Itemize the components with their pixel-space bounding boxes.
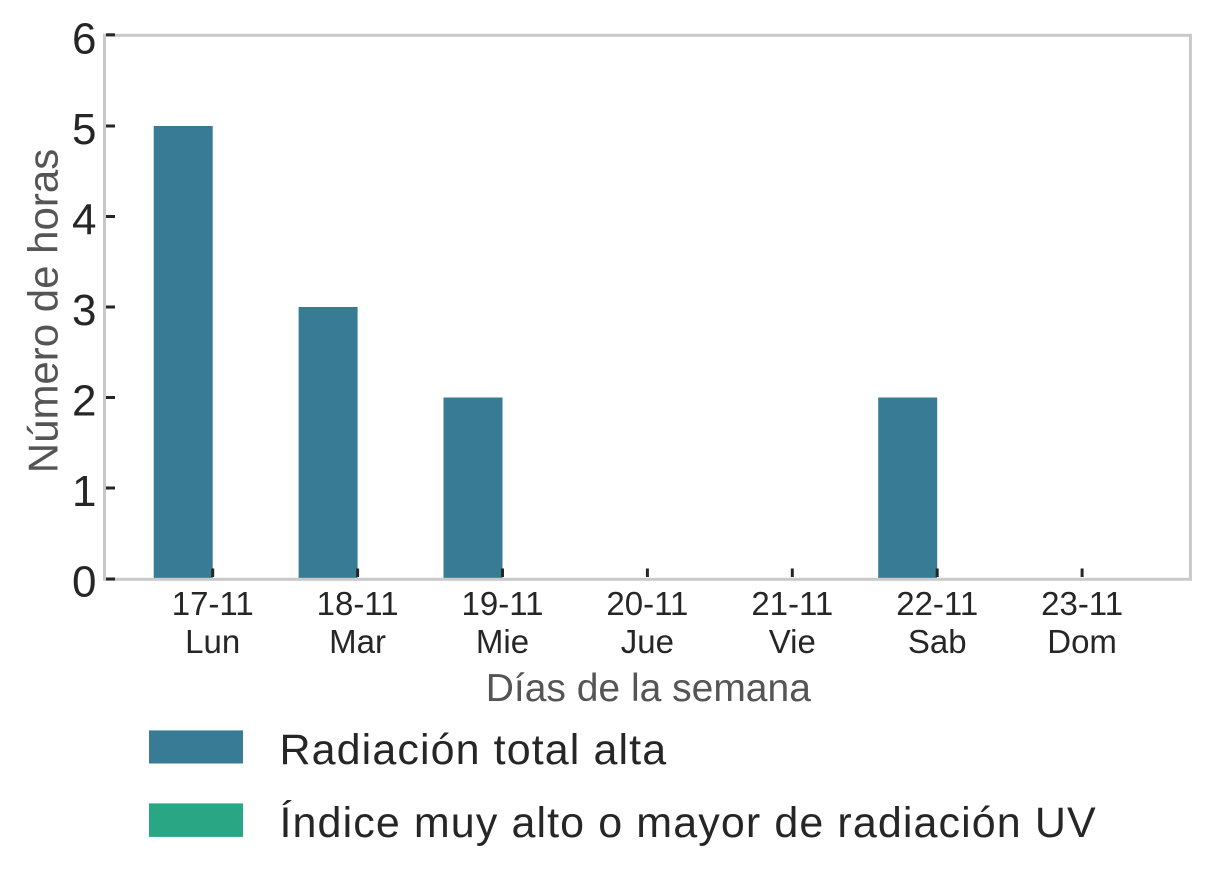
svg-text:Radiación total alta: Radiación total alta bbox=[280, 726, 668, 774]
svg-text:Mie: Mie bbox=[476, 623, 529, 660]
svg-text:19-11: 19-11 bbox=[462, 585, 544, 622]
svg-text:3: 3 bbox=[72, 286, 96, 335]
svg-text:17-11: 17-11 bbox=[172, 585, 254, 622]
svg-text:Dom: Dom bbox=[1047, 623, 1117, 660]
svg-text:18-11: 18-11 bbox=[317, 585, 399, 622]
svg-text:Vie: Vie bbox=[769, 623, 816, 660]
svg-text:2: 2 bbox=[72, 377, 96, 426]
svg-text:20-11: 20-11 bbox=[606, 585, 688, 622]
svg-text:Sab: Sab bbox=[908, 623, 967, 660]
svg-text:23-11: 23-11 bbox=[1041, 585, 1123, 622]
svg-text:4: 4 bbox=[72, 196, 96, 245]
svg-text:5: 5 bbox=[72, 105, 96, 154]
svg-text:Índice muy alto o mayor de rad: Índice muy alto o mayor de radiación UV bbox=[280, 799, 1097, 847]
svg-text:22-11: 22-11 bbox=[896, 585, 978, 622]
svg-text:Días de la semana: Días de la semana bbox=[486, 667, 811, 710]
svg-text:0: 0 bbox=[72, 558, 96, 607]
svg-text:21-11: 21-11 bbox=[751, 585, 833, 622]
svg-text:Mar: Mar bbox=[329, 623, 386, 660]
svg-text:1: 1 bbox=[72, 467, 96, 516]
svg-text:Lun: Lun bbox=[185, 623, 240, 660]
svg-text:Número de horas: Número de horas bbox=[20, 149, 67, 474]
svg-text:6: 6 bbox=[72, 15, 96, 64]
svg-text:Jue: Jue bbox=[621, 623, 674, 660]
